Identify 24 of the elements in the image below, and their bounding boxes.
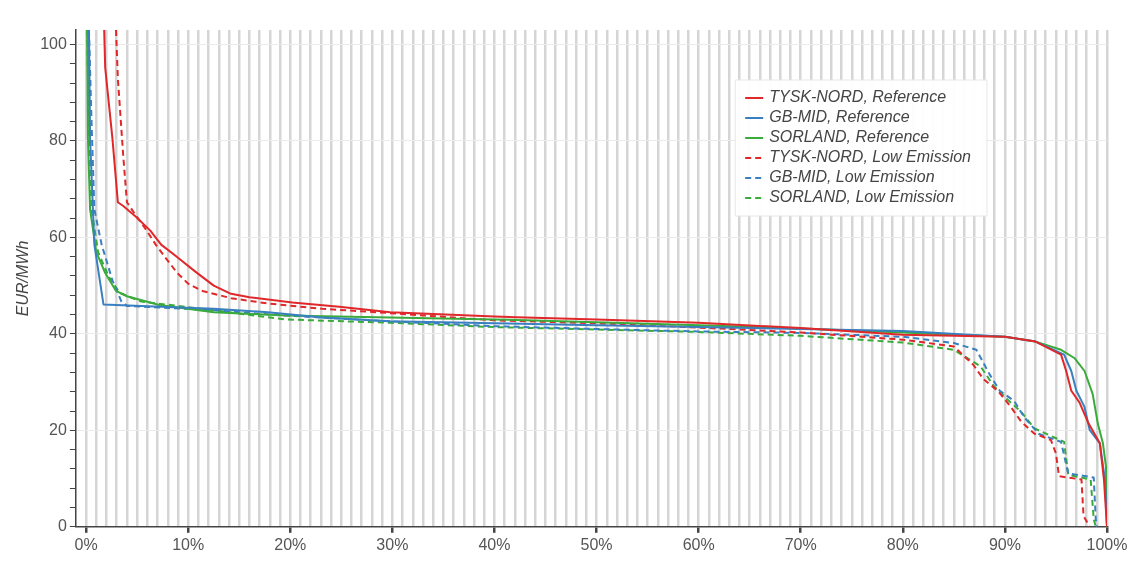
y-tick-label: 20 [49, 420, 67, 438]
legend-label: GB-MID, Reference [769, 108, 910, 126]
legend-label: SORLAND, Low Emission [769, 188, 955, 206]
x-tick-label: 70% [784, 535, 817, 553]
x-tick-label: 100% [1086, 535, 1128, 553]
y-tick-label: 60 [49, 227, 67, 245]
legend-label: SORLAND, Reference [769, 128, 930, 146]
x-tick-label: 30% [376, 535, 409, 553]
y-axis-title: EUR/MWh [14, 240, 32, 317]
x-tick-label: 0% [74, 535, 98, 553]
x-tick-label: 80% [886, 535, 919, 553]
y-tick-label: 0 [57, 517, 67, 535]
y-tick-label: 80 [49, 131, 67, 149]
x-tick-label: 90% [988, 535, 1021, 553]
x-tick-label: 10% [172, 535, 205, 553]
x-tick-label: 50% [580, 535, 613, 553]
legend-label: GB-MID, Low Emission [769, 168, 935, 186]
x-tick-label: 40% [478, 535, 511, 553]
legend-label: TYSK-NORD, Low Emission [769, 148, 972, 166]
x-tick-label: 20% [274, 535, 307, 553]
legend-label: TYSK-NORD, Reference [769, 88, 947, 106]
y-tick-label: 40 [49, 324, 67, 342]
x-tick-label: 60% [682, 535, 715, 553]
y-tick-label: 100 [40, 34, 67, 52]
